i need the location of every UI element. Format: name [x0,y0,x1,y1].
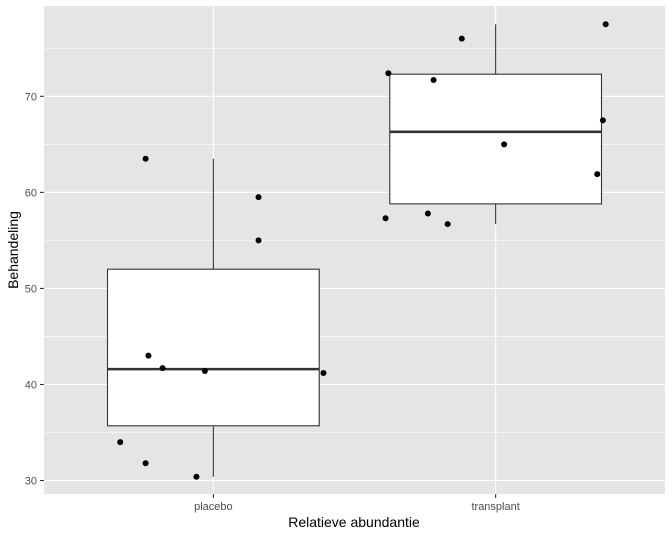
data-point [599,117,606,124]
y-axis: 30 40 50 60 70 [25,91,44,488]
data-point [385,70,392,77]
points-layer [117,21,609,480]
y-axis-title: Behandeling [5,211,21,289]
y-tick-label: 70 [25,91,37,103]
data-point [159,365,166,372]
data-point [117,439,124,446]
data-point [430,76,437,83]
box-iqr [389,73,603,205]
data-point [424,210,431,217]
data-point [145,352,152,359]
data-point [320,369,327,376]
data-point [458,35,465,42]
data-point [142,155,149,162]
data-point [142,460,149,467]
x-tick-label-transplant: transplant [471,501,519,513]
y-tick-label: 60 [25,187,37,199]
data-point [602,21,609,28]
data-point [255,194,262,201]
box-transplant [389,24,603,225]
y-tick-label: 50 [25,283,37,295]
data-point [201,368,208,375]
x-tick-label-placebo: placebo [194,501,233,513]
y-tick-label: 30 [25,476,37,488]
data-point [501,141,508,148]
box-placebo [106,158,320,477]
box-iqr [106,268,320,427]
boxes-layer [106,24,603,477]
data-point [255,237,262,244]
data-point [444,221,451,228]
x-axis: placebo transplant [194,494,520,513]
data-point [594,171,601,178]
data-point [193,473,200,480]
x-axis-title: Relatieve abundantie [288,514,420,530]
y-tick-label: 40 [25,379,37,391]
data-point [382,215,389,222]
